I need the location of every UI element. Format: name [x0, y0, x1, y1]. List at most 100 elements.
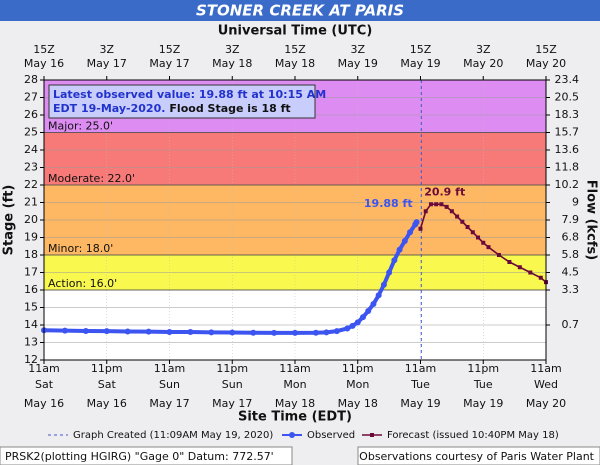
- x-tick-day: Sat: [98, 378, 117, 391]
- y-tick-label: 27: [24, 91, 38, 104]
- data-point: [166, 329, 173, 335]
- y2-tick-label: 10.2: [555, 178, 580, 191]
- data-point: [507, 260, 512, 264]
- info-text: EDT 19-May-2020.: [53, 102, 165, 115]
- x-tick-label: 11pm: [216, 362, 248, 375]
- y-tick-label: 14: [24, 318, 38, 331]
- x2-tick-date: May 17: [149, 57, 189, 70]
- y2-tick-label: 23.4: [555, 73, 580, 86]
- data-point: [418, 226, 423, 231]
- footer-right: Observations courtesy of Paris Water Pla…: [359, 450, 595, 463]
- data-point: [455, 214, 460, 219]
- data-point: [365, 308, 372, 314]
- flood-label: Action: 16.0': [48, 277, 117, 290]
- x2-tick-label: 3Z: [99, 43, 114, 56]
- data-point: [413, 219, 420, 226]
- data-point: [481, 240, 486, 245]
- data-point: [208, 329, 215, 336]
- flood-label: Minor: 18.0': [48, 242, 113, 255]
- footer-left: PRSK2(plotting HGIRG) "Gage 0" Datum: 77…: [5, 450, 274, 463]
- x-tick-date: May 18: [275, 397, 315, 410]
- annotation: 20.9 ft: [424, 185, 465, 198]
- y-tick-label: 22: [24, 178, 38, 191]
- data-point: [124, 328, 131, 335]
- data-point: [61, 327, 68, 334]
- x-tick-day: Sat: [35, 378, 54, 391]
- y2-tick-label: 13.6: [555, 143, 580, 156]
- footer-box: [357, 446, 600, 465]
- y-tick-label: 12: [24, 353, 38, 366]
- x-tick-day: Sun: [159, 378, 180, 391]
- x2-tick-label: 15Z: [535, 43, 557, 56]
- data-point: [103, 328, 110, 335]
- x-tick-label: 11am: [28, 362, 59, 375]
- data-point: [460, 219, 465, 224]
- x-tick-date: May 17: [212, 397, 252, 410]
- annotation: 19.88 ft: [364, 197, 413, 210]
- x-tick-day: Mon: [346, 378, 369, 391]
- info-box: [48, 84, 316, 119]
- x-tick-label: 11am: [154, 362, 185, 375]
- y-tick-label: 15: [24, 301, 38, 314]
- x2-tick-date: May 17: [87, 57, 127, 70]
- x-tick-label: 11pm: [467, 362, 499, 375]
- x-tick-date: May 17: [149, 397, 189, 410]
- y2-tick-label: 6.8: [562, 231, 580, 244]
- y-tick-label: 16: [24, 283, 38, 296]
- data-point: [496, 253, 501, 257]
- x-tick-date: May 18: [338, 397, 378, 410]
- data-point: [449, 209, 454, 214]
- data-point: [82, 327, 89, 334]
- x2-tick-date: May 19: [338, 57, 378, 70]
- data-point: [423, 209, 428, 214]
- data-point: [428, 202, 433, 207]
- x-tick-date: May 19: [400, 397, 440, 410]
- data-point: [470, 230, 475, 235]
- data-point: [187, 329, 194, 335]
- x2-tick-label: 15Z: [159, 43, 181, 56]
- data-point: [344, 325, 351, 332]
- footer-box: [0, 446, 293, 465]
- y-tick-label: 26: [24, 108, 38, 121]
- data-point: [359, 314, 366, 321]
- x-tick-day: Tue: [410, 378, 430, 391]
- x2-tick-date: May 19: [400, 57, 440, 70]
- y-tick-label: 18: [24, 248, 38, 261]
- x-tick-date: May 20: [526, 397, 566, 410]
- y2-tick-label: 20.5: [555, 91, 580, 104]
- y-tick-label: 23: [24, 161, 38, 174]
- x-tick-label: 11am: [530, 362, 561, 375]
- data-point: [444, 204, 449, 209]
- x-tick-date: May 19: [463, 397, 503, 410]
- legend-label: Forecast (issued 10:40PM May 18): [387, 430, 559, 441]
- y2-tick-label: 3.3: [562, 283, 580, 296]
- x-tick-day: Mon: [283, 378, 306, 391]
- data-point: [439, 202, 444, 207]
- y-tick-label: 20: [24, 213, 38, 226]
- chart-title: STONER CREEK AT PARIS: [196, 2, 404, 20]
- x-tick-date: May 16: [24, 397, 64, 410]
- x2-tick-date: May 20: [463, 57, 503, 70]
- x2-tick-label: 3Z: [225, 43, 240, 56]
- y-tick-label: 13: [24, 336, 38, 349]
- data-point: [354, 319, 361, 326]
- y-tick-label: 25: [24, 126, 38, 139]
- x-axis-title: Site Time (EDT): [238, 410, 352, 425]
- x-tick-label: 11am: [279, 362, 310, 375]
- x-tick-day: Tue: [473, 378, 493, 391]
- data-point: [229, 329, 236, 336]
- x2-tick-label: 15Z: [284, 43, 306, 56]
- x2-tick-date: May 18: [275, 57, 315, 70]
- x2-tick-label: 3Z: [350, 43, 365, 56]
- y2-tick-label: 11.8: [555, 161, 580, 174]
- data-point: [407, 229, 414, 236]
- x2-tick-label: 3Z: [476, 43, 491, 56]
- x2-tick-date: May 16: [24, 57, 64, 70]
- x-tick-day: Wed: [534, 378, 558, 391]
- y-axis-title: Stage (ft): [2, 185, 17, 256]
- x2-tick-date: May 18: [212, 57, 252, 70]
- data-point: [434, 202, 439, 207]
- x-tick-date: May 16: [87, 397, 127, 410]
- data-point: [538, 275, 543, 280]
